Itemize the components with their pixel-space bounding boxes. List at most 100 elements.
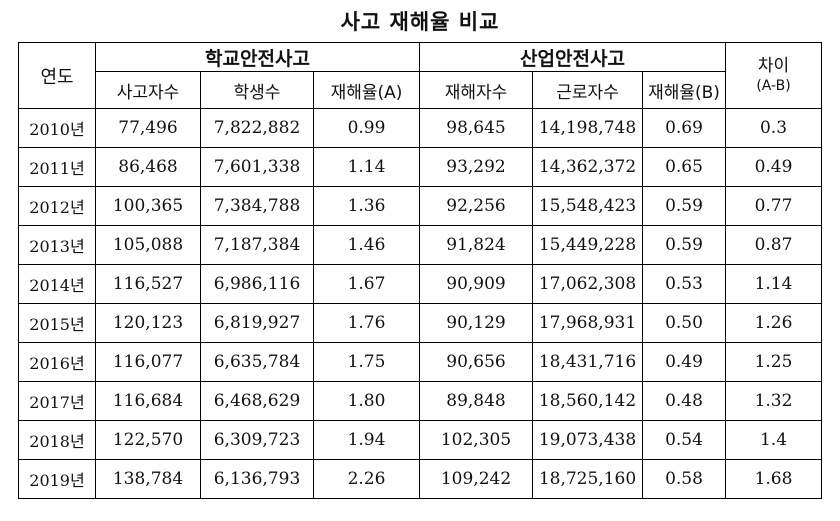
industry-rate-cell: 0.59 [642, 186, 726, 226]
table-row: 2019년 138,784 6,136,793 2.26 109,242 18,725,1… [18, 459, 822, 499]
header-row-columns: 사고자수 학생수 재해율(A) 재해자수 근로자수 재해율(B) [19, 71, 822, 109]
table-row: 2015년 120,123 6,819,927 1.76 90,129 17,968,93… [18, 303, 822, 343]
year-cell: 2011년 [18, 147, 96, 187]
header-row-groups: 연도 학교안전사고 산업안전사고 차이 (A-B) [18, 42, 822, 109]
school-accidents-cell: 122,570 [95, 420, 201, 460]
students-cell: 7,601,338 [200, 147, 314, 187]
industry-rate-cell: 0.48 [642, 381, 726, 421]
header-industry-rate: 재해율(B) [642, 71, 726, 109]
workers-cell: 18,560,142 [532, 381, 643, 421]
industry-rate-cell: 0.50 [642, 303, 726, 343]
school-accidents-cell: 116,077 [95, 342, 201, 382]
diff-cell: 0.49 [725, 147, 822, 187]
school-accidents-cell: 86,468 [95, 147, 201, 187]
industry-victims-cell: 102,305 [419, 420, 533, 460]
workers-cell: 14,362,372 [532, 147, 643, 187]
header-students: 학생수 [200, 71, 314, 109]
header-workers: 근로자수 [532, 71, 643, 109]
students-cell: 6,986,116 [200, 264, 314, 304]
industry-victims-cell: 92,256 [419, 186, 533, 226]
year-cell: 2016년 [18, 342, 96, 382]
workers-cell: 18,725,160 [532, 459, 643, 499]
school-accidents-cell: 100,365 [95, 186, 201, 226]
header-industry-victims: 재해자수 [419, 71, 533, 109]
students-cell: 7,384,788 [200, 186, 314, 226]
school-rate-cell: 2.26 [313, 459, 420, 499]
table-row: 2012년 100,365 7,384,788 1.36 92,256 15,548,42… [18, 186, 822, 226]
school-rate-cell: 1.76 [313, 303, 420, 343]
diff-cell: 1.25 [725, 342, 822, 382]
industry-victims-cell: 91,824 [419, 225, 533, 265]
header-diff-sub: (A-B) [756, 77, 791, 94]
industry-rate-cell: 0.69 [642, 108, 726, 148]
workers-cell: 18,431,716 [532, 342, 643, 382]
table-row: 2014년 116,527 6,986,116 1.67 90,909 17,062,30… [18, 264, 822, 304]
diff-cell: 1.68 [725, 459, 822, 499]
industry-victims-cell: 93,292 [419, 147, 533, 187]
industry-victims-cell: 90,129 [419, 303, 533, 343]
table-row: 2013년 105,088 7,187,384 1.46 91,824 15,449,22… [18, 225, 822, 265]
header-industry-group: 산업안전사고 [419, 42, 726, 72]
industry-rate-cell: 0.54 [642, 420, 726, 460]
header-school-accidents: 사고자수 [95, 71, 201, 109]
industry-rate-cell: 0.65 [642, 147, 726, 187]
header-diff: 차이 (A-B) [725, 42, 822, 109]
diff-cell: 1.4 [725, 420, 822, 460]
diff-cell: 0.87 [725, 225, 822, 265]
workers-cell: 14,198,748 [532, 108, 643, 148]
school-rate-cell: 0.99 [313, 108, 420, 148]
students-cell: 6,635,784 [200, 342, 314, 382]
industry-rate-cell: 0.53 [642, 264, 726, 304]
school-accidents-cell: 105,088 [95, 225, 201, 265]
header-school-group: 학교안전사고 [95, 42, 420, 72]
year-cell: 2014년 [18, 264, 96, 304]
industry-rate-cell: 0.59 [642, 225, 726, 265]
diff-cell: 1.32 [725, 381, 822, 421]
workers-cell: 17,062,308 [532, 264, 643, 304]
school-rate-cell: 1.46 [313, 225, 420, 265]
year-cell: 2019년 [18, 459, 96, 499]
diff-cell: 1.26 [725, 303, 822, 343]
year-cell: 2012년 [18, 186, 96, 226]
industry-rate-cell: 0.49 [642, 342, 726, 382]
industry-rate-cell: 0.58 [642, 459, 726, 499]
year-cell: 2017년 [18, 381, 96, 421]
school-accidents-cell: 138,784 [95, 459, 201, 499]
accident-rate-table: 연도 학교안전사고 산업안전사고 차이 (A-B) 사고자수 학생수 재해율(A… [18, 42, 822, 499]
school-accidents-cell: 77,496 [95, 108, 201, 148]
school-accidents-cell: 120,123 [95, 303, 201, 343]
table-title: 사고 재해율 비교 [340, 10, 500, 34]
industry-victims-cell: 98,645 [419, 108, 533, 148]
workers-cell: 15,449,228 [532, 225, 643, 265]
industry-victims-cell: 90,656 [419, 342, 533, 382]
table-body: 2010년 77,496 7,822,882 0.99 98,645 14,198,748… [18, 108, 822, 499]
table-row: 2011년 86,468 7,601,338 1.14 93,292 14,362,372… [18, 147, 822, 187]
school-rate-cell: 1.94 [313, 420, 420, 460]
workers-cell: 15,548,423 [532, 186, 643, 226]
workers-cell: 19,073,438 [532, 420, 643, 460]
header-school-rate: 재해율(A) [313, 71, 420, 109]
students-cell: 6,468,629 [200, 381, 314, 421]
diff-cell: 1.14 [725, 264, 822, 304]
table-row: 2010년 77,496 7,822,882 0.99 98,645 14,198,748… [18, 108, 822, 148]
school-rate-cell: 1.67 [313, 264, 420, 304]
industry-victims-cell: 109,242 [419, 459, 533, 499]
students-cell: 6,136,793 [200, 459, 314, 499]
students-cell: 7,187,384 [200, 225, 314, 265]
industry-victims-cell: 89,848 [419, 381, 533, 421]
school-rate-cell: 1.80 [313, 381, 420, 421]
students-cell: 6,309,723 [200, 420, 314, 460]
table-row: 2017년 116,684 6,468,629 1.80 89,848 18,560,14… [18, 381, 822, 421]
school-accidents-cell: 116,527 [95, 264, 201, 304]
year-cell: 2013년 [18, 225, 96, 265]
school-rate-cell: 1.75 [313, 342, 420, 382]
header-diff-label: 차이 [757, 55, 790, 76]
school-rate-cell: 1.14 [313, 147, 420, 187]
diff-cell: 0.3 [725, 108, 822, 148]
workers-cell: 17,968,931 [532, 303, 643, 343]
students-cell: 6,819,927 [200, 303, 314, 343]
diff-cell: 0.77 [725, 186, 822, 226]
year-cell: 2018년 [18, 420, 96, 460]
industry-victims-cell: 90,909 [419, 264, 533, 304]
students-cell: 7,822,882 [200, 108, 314, 148]
